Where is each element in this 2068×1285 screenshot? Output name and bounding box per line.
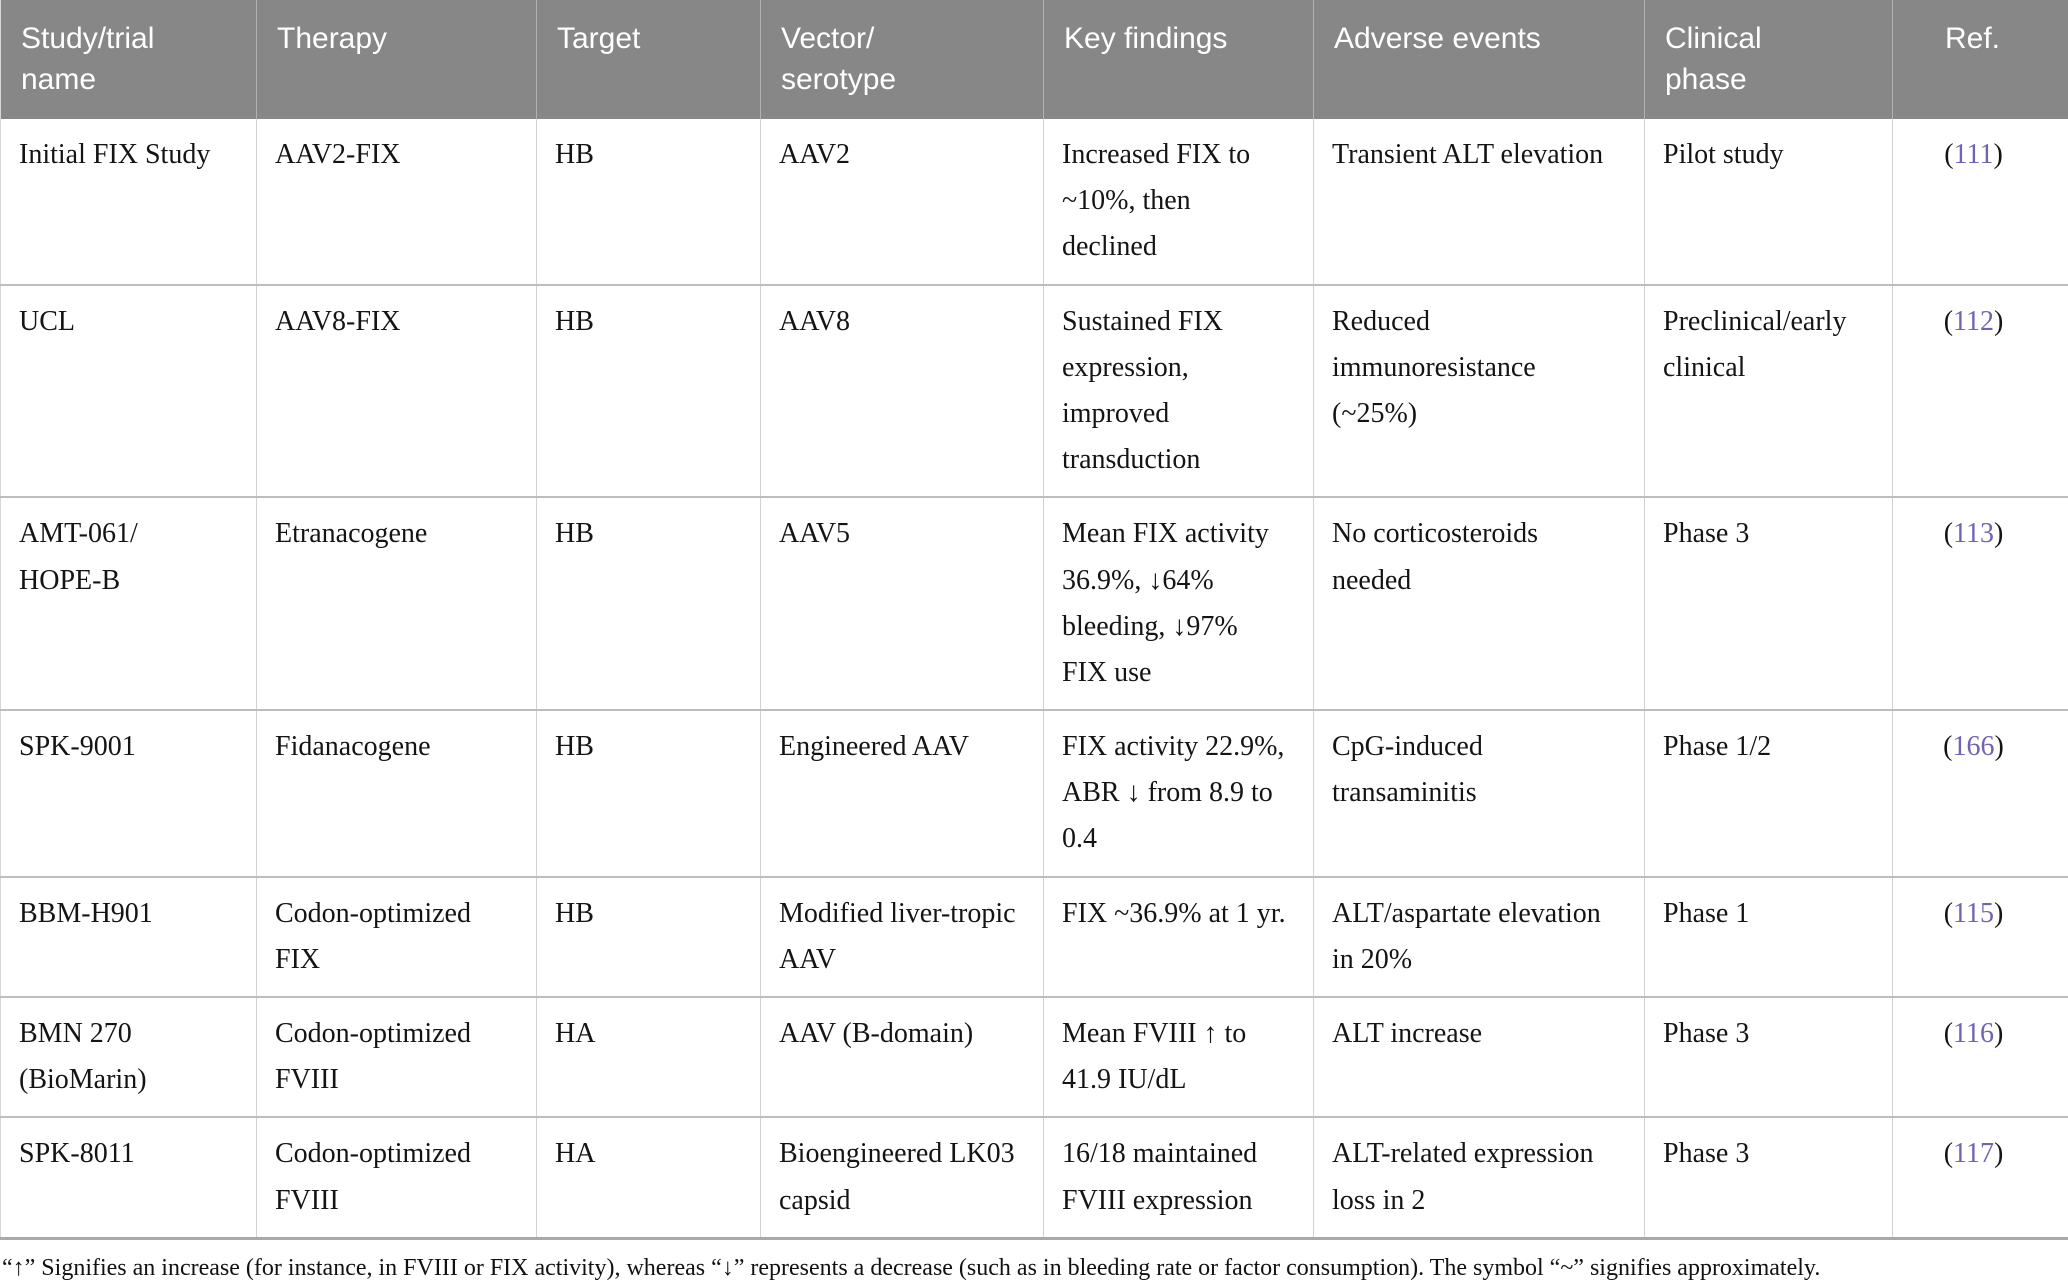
cell-vector: Engineered AAV — [761, 710, 1044, 877]
paren-open: ( — [1944, 518, 1953, 549]
ref-link[interactable]: 116 — [1953, 1018, 1994, 1049]
column-header-therapy: Therapy — [257, 0, 537, 119]
table-row: BBM-H901 Codon-optimized FIX HB Modified… — [1, 877, 2068, 997]
cell-findings: FIX activity 22.9%, ABR ↓ from 8.9 to 0.… — [1044, 710, 1314, 877]
paren-close: ) — [1995, 731, 2004, 762]
cell-study: Initial FIX Study — [1, 119, 257, 285]
paren-open: ( — [1944, 139, 1953, 170]
cell-adverse: Reduced immunoresistance (~25%) — [1314, 285, 1645, 498]
cell-findings: Increased FIX to ~10%, then declined — [1044, 119, 1314, 285]
cell-ref: (112) — [1893, 285, 2068, 498]
cell-ref: (117) — [1893, 1117, 2068, 1238]
cell-target: HB — [537, 710, 761, 877]
cell-target: HA — [537, 1117, 761, 1238]
header-row: Study/trial name Therapy Target Vector/ … — [1, 0, 2068, 119]
cell-study: SPK-9001 — [1, 710, 257, 877]
cell-vector: Bioengineered LK03 capsid — [761, 1117, 1044, 1238]
table-row: AMT-061/ HOPE-B Etranacogene HB AAV5 Mea… — [1, 497, 2068, 710]
table-row: SPK-8011 Codon-optimized FVIII HA Bioeng… — [1, 1117, 2068, 1238]
cell-findings: Sustained FIX expression, improved trans… — [1044, 285, 1314, 498]
cell-study: UCL — [1, 285, 257, 498]
cell-ref: (113) — [1893, 497, 2068, 710]
cell-target: HB — [537, 877, 761, 997]
cell-phase: Phase 3 — [1645, 997, 1893, 1117]
cell-target: HB — [537, 119, 761, 285]
cell-vector: Modified liver-tropic AAV — [761, 877, 1044, 997]
cell-phase: Phase 1/2 — [1645, 710, 1893, 877]
column-header-study-trial-name: Study/trial name — [1, 0, 257, 119]
cell-adverse: CpG-induced transaminitis — [1314, 710, 1645, 877]
cell-ref: (111) — [1893, 119, 2068, 285]
cell-target: HA — [537, 997, 761, 1117]
cell-ref: (115) — [1893, 877, 2068, 997]
cell-adverse: No corticosteroids needed — [1314, 497, 1645, 710]
table-row: BMN 270 (BioMarin) Codon-optimized FVIII… — [1, 997, 2068, 1117]
cell-phase: Phase 3 — [1645, 1117, 1893, 1238]
cell-therapy: AAV8-FIX — [257, 285, 537, 498]
cell-therapy: Etranacogene — [257, 497, 537, 710]
cell-vector: AAV2 — [761, 119, 1044, 285]
ref-link[interactable]: 113 — [1953, 518, 1994, 549]
cell-study: AMT-061/ HOPE-B — [1, 497, 257, 710]
cell-phase: Phase 3 — [1645, 497, 1893, 710]
ref-link[interactable]: 117 — [1953, 1138, 1994, 1169]
cell-target: HB — [537, 497, 761, 710]
paren-close: ) — [1994, 1138, 2003, 1169]
cell-vector: AAV8 — [761, 285, 1044, 498]
column-header-target: Target — [537, 0, 761, 119]
cell-therapy: Fidanacogene — [257, 710, 537, 877]
paren-close: ) — [1994, 898, 2003, 929]
column-header-ref: Ref. — [1893, 0, 2068, 119]
paren-open: ( — [1944, 306, 1953, 337]
column-header-key-findings: Key findings — [1044, 0, 1314, 119]
cell-findings: Mean FIX activity 36.9%, ↓64% bleeding, … — [1044, 497, 1314, 710]
cell-findings: FIX ~36.9% at 1 yr. — [1044, 877, 1314, 997]
table-row: Initial FIX Study AAV2-FIX HB AAV2 Incre… — [1, 119, 2068, 285]
cell-adverse: ALT increase — [1314, 997, 1645, 1117]
paren-open: ( — [1944, 898, 1953, 929]
cell-therapy: Codon-optimized FVIII — [257, 997, 537, 1117]
column-header-vector-serotype: Vector/ serotype — [761, 0, 1044, 119]
cell-phase: Preclinical/early clinical — [1645, 285, 1893, 498]
cell-findings: Mean FVIII ↑ to 41.9 IU/dL — [1044, 997, 1314, 1117]
cell-ref: (116) — [1893, 997, 2068, 1117]
cell-vector: AAV5 — [761, 497, 1044, 710]
cell-adverse: Transient ALT elevation — [1314, 119, 1645, 285]
table-footnote: “↑” Signifies an increase (for instance,… — [0, 1240, 2068, 1285]
ref-link[interactable]: 111 — [1954, 139, 1994, 170]
cell-study: SPK-8011 — [1, 1117, 257, 1238]
column-header-adverse-events: Adverse events — [1314, 0, 1645, 119]
paren-close: ) — [1994, 1018, 2003, 1049]
paren-open: ( — [1943, 731, 1952, 762]
paren-open: ( — [1944, 1018, 1953, 1049]
table-row: SPK-9001 Fidanacogene HB Engineered AAV … — [1, 710, 2068, 877]
cell-adverse: ALT-related expression loss in 2 — [1314, 1117, 1645, 1238]
cell-target: HB — [537, 285, 761, 498]
cell-adverse: ALT/aspartate elevation in 20% — [1314, 877, 1645, 997]
ref-link[interactable]: 166 — [1953, 731, 1995, 762]
table-body: Initial FIX Study AAV2-FIX HB AAV2 Incre… — [1, 119, 2068, 1238]
paren-close: ) — [1993, 139, 2002, 170]
gene-therapy-trials-table: Study/trial name Therapy Target Vector/ … — [0, 0, 2068, 1240]
paren-close: ) — [1994, 518, 2003, 549]
ref-link[interactable]: 112 — [1953, 306, 1994, 337]
cell-study: BBM-H901 — [1, 877, 257, 997]
cell-study: BMN 270 (BioMarin) — [1, 997, 257, 1117]
column-header-clinical-phase: Clinical phase — [1645, 0, 1893, 119]
ref-link[interactable]: 115 — [1953, 898, 1994, 929]
paren-close: ) — [1994, 306, 2003, 337]
cell-ref: (166) — [1893, 710, 2068, 877]
cell-therapy: AAV2-FIX — [257, 119, 537, 285]
cell-therapy: Codon-optimized FVIII — [257, 1117, 537, 1238]
table-row: UCL AAV8-FIX HB AAV8 Sustained FIX expre… — [1, 285, 2068, 498]
cell-phase: Phase 1 — [1645, 877, 1893, 997]
cell-therapy: Codon-optimized FIX — [257, 877, 537, 997]
cell-vector: AAV (B-domain) — [761, 997, 1044, 1117]
paren-open: ( — [1944, 1138, 1953, 1169]
cell-findings: 16/18 maintained FVIII expression — [1044, 1117, 1314, 1238]
cell-phase: Pilot study — [1645, 119, 1893, 285]
table-header: Study/trial name Therapy Target Vector/ … — [1, 0, 2068, 119]
